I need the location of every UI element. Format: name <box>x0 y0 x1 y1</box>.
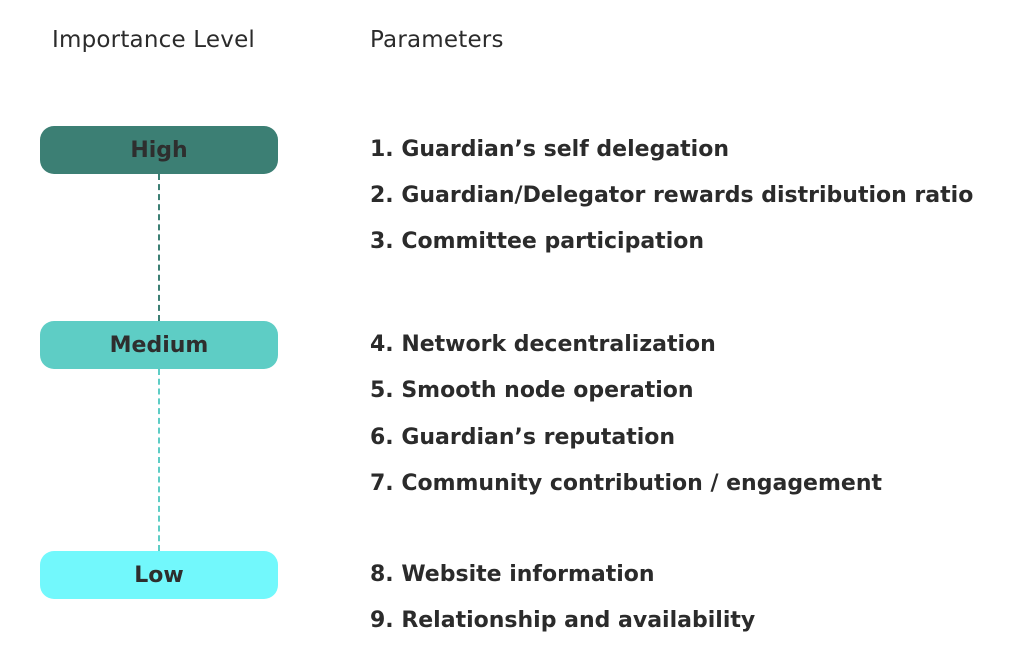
parameter-item: 8. Website information <box>370 562 655 587</box>
parameter-item: 1. Guardian’s self delegation <box>370 137 729 162</box>
parameters-header: Parameters <box>370 27 504 53</box>
importance-level-header: Importance Level <box>52 27 256 53</box>
connector-high-medium <box>158 174 160 321</box>
parameter-item: 3. Committee participation <box>370 229 705 254</box>
parameter-item: 7. Community contribution / engagement <box>370 471 883 496</box>
parameter-item: 2. Guardian/Delegator rewards distributi… <box>370 183 974 208</box>
level-high-pill: High <box>40 126 278 174</box>
connector-medium-low <box>158 369 160 551</box>
level-low-pill: Low <box>40 551 278 599</box>
parameter-item: 6. Guardian’s reputation <box>370 425 676 450</box>
parameter-item: 5. Smooth node operation <box>370 378 694 403</box>
parameter-item: 4. Network decentralization <box>370 332 716 357</box>
parameter-item: 9. Relationship and availability <box>370 608 756 633</box>
level-medium-pill: Medium <box>40 321 278 369</box>
